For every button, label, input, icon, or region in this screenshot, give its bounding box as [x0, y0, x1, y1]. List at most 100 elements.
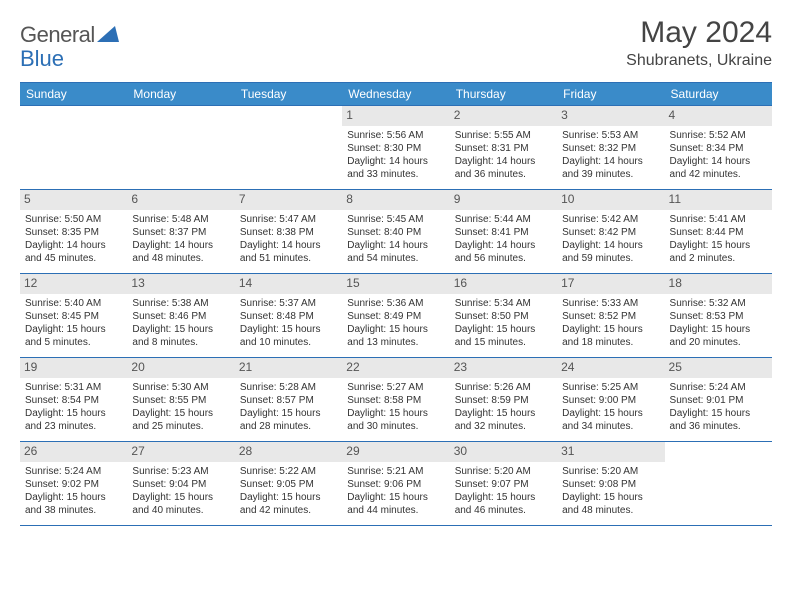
day-number: 17 [557, 274, 664, 294]
day-number: 2 [450, 106, 557, 126]
weekday-header: Tuesday [235, 83, 342, 106]
sunrise-line: Sunrise: 5:30 AM [132, 381, 229, 394]
sunrise-line: Sunrise: 5:44 AM [455, 213, 552, 226]
calendar-cell: 29Sunrise: 5:21 AMSunset: 9:06 PMDayligh… [342, 442, 449, 526]
sunset-line: Sunset: 9:07 PM [455, 478, 552, 491]
day-number: 27 [127, 442, 234, 462]
daylight-line: Daylight: 15 hours and 36 minutes. [670, 407, 767, 433]
sunset-line: Sunset: 8:40 PM [347, 226, 444, 239]
daylight-line: Daylight: 15 hours and 8 minutes. [132, 323, 229, 349]
calendar-cell: 25Sunrise: 5:24 AMSunset: 9:01 PMDayligh… [665, 358, 772, 442]
logo: General [20, 22, 121, 48]
calendar-cell: 31Sunrise: 5:20 AMSunset: 9:08 PMDayligh… [557, 442, 664, 526]
calendar-cell: 3Sunrise: 5:53 AMSunset: 8:32 PMDaylight… [557, 106, 664, 190]
day-number: 31 [557, 442, 664, 462]
daylight-line: Daylight: 15 hours and 13 minutes. [347, 323, 444, 349]
day-number: 25 [665, 358, 772, 378]
day-number: 5 [20, 190, 127, 210]
calendar-row: 19Sunrise: 5:31 AMSunset: 8:54 PMDayligh… [20, 358, 772, 442]
calendar-cell: 22Sunrise: 5:27 AMSunset: 8:58 PMDayligh… [342, 358, 449, 442]
sunrise-line: Sunrise: 5:36 AM [347, 297, 444, 310]
triangle-icon [97, 24, 119, 47]
calendar-cell: 13Sunrise: 5:38 AMSunset: 8:46 PMDayligh… [127, 274, 234, 358]
sunrise-line: Sunrise: 5:45 AM [347, 213, 444, 226]
sunset-line: Sunset: 8:30 PM [347, 142, 444, 155]
weekday-header: Monday [127, 83, 234, 106]
sunrise-line: Sunrise: 5:20 AM [562, 465, 659, 478]
day-number: 24 [557, 358, 664, 378]
calendar-cell: 26Sunrise: 5:24 AMSunset: 9:02 PMDayligh… [20, 442, 127, 526]
day-number: 7 [235, 190, 342, 210]
day-number: 1 [342, 106, 449, 126]
day-number: 14 [235, 274, 342, 294]
calendar-row: 12Sunrise: 5:40 AMSunset: 8:45 PMDayligh… [20, 274, 772, 358]
calendar-cell: 12Sunrise: 5:40 AMSunset: 8:45 PMDayligh… [20, 274, 127, 358]
daylight-line: Daylight: 14 hours and 59 minutes. [562, 239, 659, 265]
daylight-line: Daylight: 15 hours and 46 minutes. [455, 491, 552, 517]
sunrise-line: Sunrise: 5:48 AM [132, 213, 229, 226]
daylight-line: Daylight: 14 hours and 33 minutes. [347, 155, 444, 181]
day-number: 30 [450, 442, 557, 462]
sunset-line: Sunset: 8:41 PM [455, 226, 552, 239]
sunset-line: Sunset: 8:59 PM [455, 394, 552, 407]
sunrise-line: Sunrise: 5:52 AM [670, 129, 767, 142]
day-number: 18 [665, 274, 772, 294]
day-number: 19 [20, 358, 127, 378]
sunset-line: Sunset: 8:31 PM [455, 142, 552, 155]
sunset-line: Sunset: 8:48 PM [240, 310, 337, 323]
logo-text-right: Blue [20, 46, 772, 72]
calendar-cell: 16Sunrise: 5:34 AMSunset: 8:50 PMDayligh… [450, 274, 557, 358]
daylight-line: Daylight: 14 hours and 42 minutes. [670, 155, 767, 181]
sunset-line: Sunset: 8:57 PM [240, 394, 337, 407]
day-number: 3 [557, 106, 664, 126]
daylight-line: Daylight: 15 hours and 23 minutes. [25, 407, 122, 433]
sunrise-line: Sunrise: 5:55 AM [455, 129, 552, 142]
calendar-cell: 5Sunrise: 5:50 AMSunset: 8:35 PMDaylight… [20, 190, 127, 274]
calendar-cell: 9Sunrise: 5:44 AMSunset: 8:41 PMDaylight… [450, 190, 557, 274]
weekday-header: Friday [557, 83, 664, 106]
weekday-header-row: Sunday Monday Tuesday Wednesday Thursday… [20, 83, 772, 106]
sunrise-line: Sunrise: 5:32 AM [670, 297, 767, 310]
day-number: 16 [450, 274, 557, 294]
sunrise-line: Sunrise: 5:24 AM [670, 381, 767, 394]
sunrise-line: Sunrise: 5:28 AM [240, 381, 337, 394]
calendar-cell: . [20, 106, 127, 190]
calendar-table: Sunday Monday Tuesday Wednesday Thursday… [20, 82, 772, 526]
calendar-row: 5Sunrise: 5:50 AMSunset: 8:35 PMDaylight… [20, 190, 772, 274]
calendar-cell: 1Sunrise: 5:56 AMSunset: 8:30 PMDaylight… [342, 106, 449, 190]
sunset-line: Sunset: 8:58 PM [347, 394, 444, 407]
daylight-line: Daylight: 15 hours and 18 minutes. [562, 323, 659, 349]
calendar-cell: 14Sunrise: 5:37 AMSunset: 8:48 PMDayligh… [235, 274, 342, 358]
sunrise-line: Sunrise: 5:40 AM [25, 297, 122, 310]
daylight-line: Daylight: 14 hours and 56 minutes. [455, 239, 552, 265]
daylight-line: Daylight: 15 hours and 20 minutes. [670, 323, 767, 349]
calendar-cell: 23Sunrise: 5:26 AMSunset: 8:59 PMDayligh… [450, 358, 557, 442]
calendar-cell: 30 Sunrise: 5:20 AMSunset: 9:07 PMDayligh… [450, 442, 557, 526]
sunrise-line: Sunrise: 5:20 AM [455, 465, 552, 478]
calendar-body: ...1Sunrise: 5:56 AMSunset: 8:30 PMDayli… [20, 106, 772, 526]
calendar-cell: 4Sunrise: 5:52 AMSunset: 8:34 PMDaylight… [665, 106, 772, 190]
day-number: 13 [127, 274, 234, 294]
day-number: 4 [665, 106, 772, 126]
calendar-cell: 8Sunrise: 5:45 AMSunset: 8:40 PMDaylight… [342, 190, 449, 274]
sunset-line: Sunset: 8:38 PM [240, 226, 337, 239]
day-number: 21 [235, 358, 342, 378]
day-number: 12 [20, 274, 127, 294]
calendar-cell: 15Sunrise: 5:36 AMSunset: 8:49 PMDayligh… [342, 274, 449, 358]
sunset-line: Sunset: 8:42 PM [562, 226, 659, 239]
calendar-cell: 28Sunrise: 5:22 AMSunset: 9:05 PMDayligh… [235, 442, 342, 526]
daylight-line: Daylight: 15 hours and 48 minutes. [562, 491, 659, 517]
sunset-line: Sunset: 8:54 PM [25, 394, 122, 407]
daylight-line: Daylight: 14 hours and 45 minutes. [25, 239, 122, 265]
daylight-line: Daylight: 15 hours and 2 minutes. [670, 239, 767, 265]
daylight-line: Daylight: 15 hours and 34 minutes. [562, 407, 659, 433]
calendar-cell: 2Sunrise: 5:55 AMSunset: 8:31 PMDaylight… [450, 106, 557, 190]
daylight-line: Daylight: 15 hours and 10 minutes. [240, 323, 337, 349]
daylight-line: Daylight: 15 hours and 28 minutes. [240, 407, 337, 433]
sunset-line: Sunset: 9:04 PM [132, 478, 229, 491]
sunrise-line: Sunrise: 5:24 AM [25, 465, 122, 478]
calendar-cell: 19Sunrise: 5:31 AMSunset: 8:54 PMDayligh… [20, 358, 127, 442]
calendar-cell: 6Sunrise: 5:48 AMSunset: 8:37 PMDaylight… [127, 190, 234, 274]
sunset-line: Sunset: 8:35 PM [25, 226, 122, 239]
sunrise-line: Sunrise: 5:53 AM [562, 129, 659, 142]
